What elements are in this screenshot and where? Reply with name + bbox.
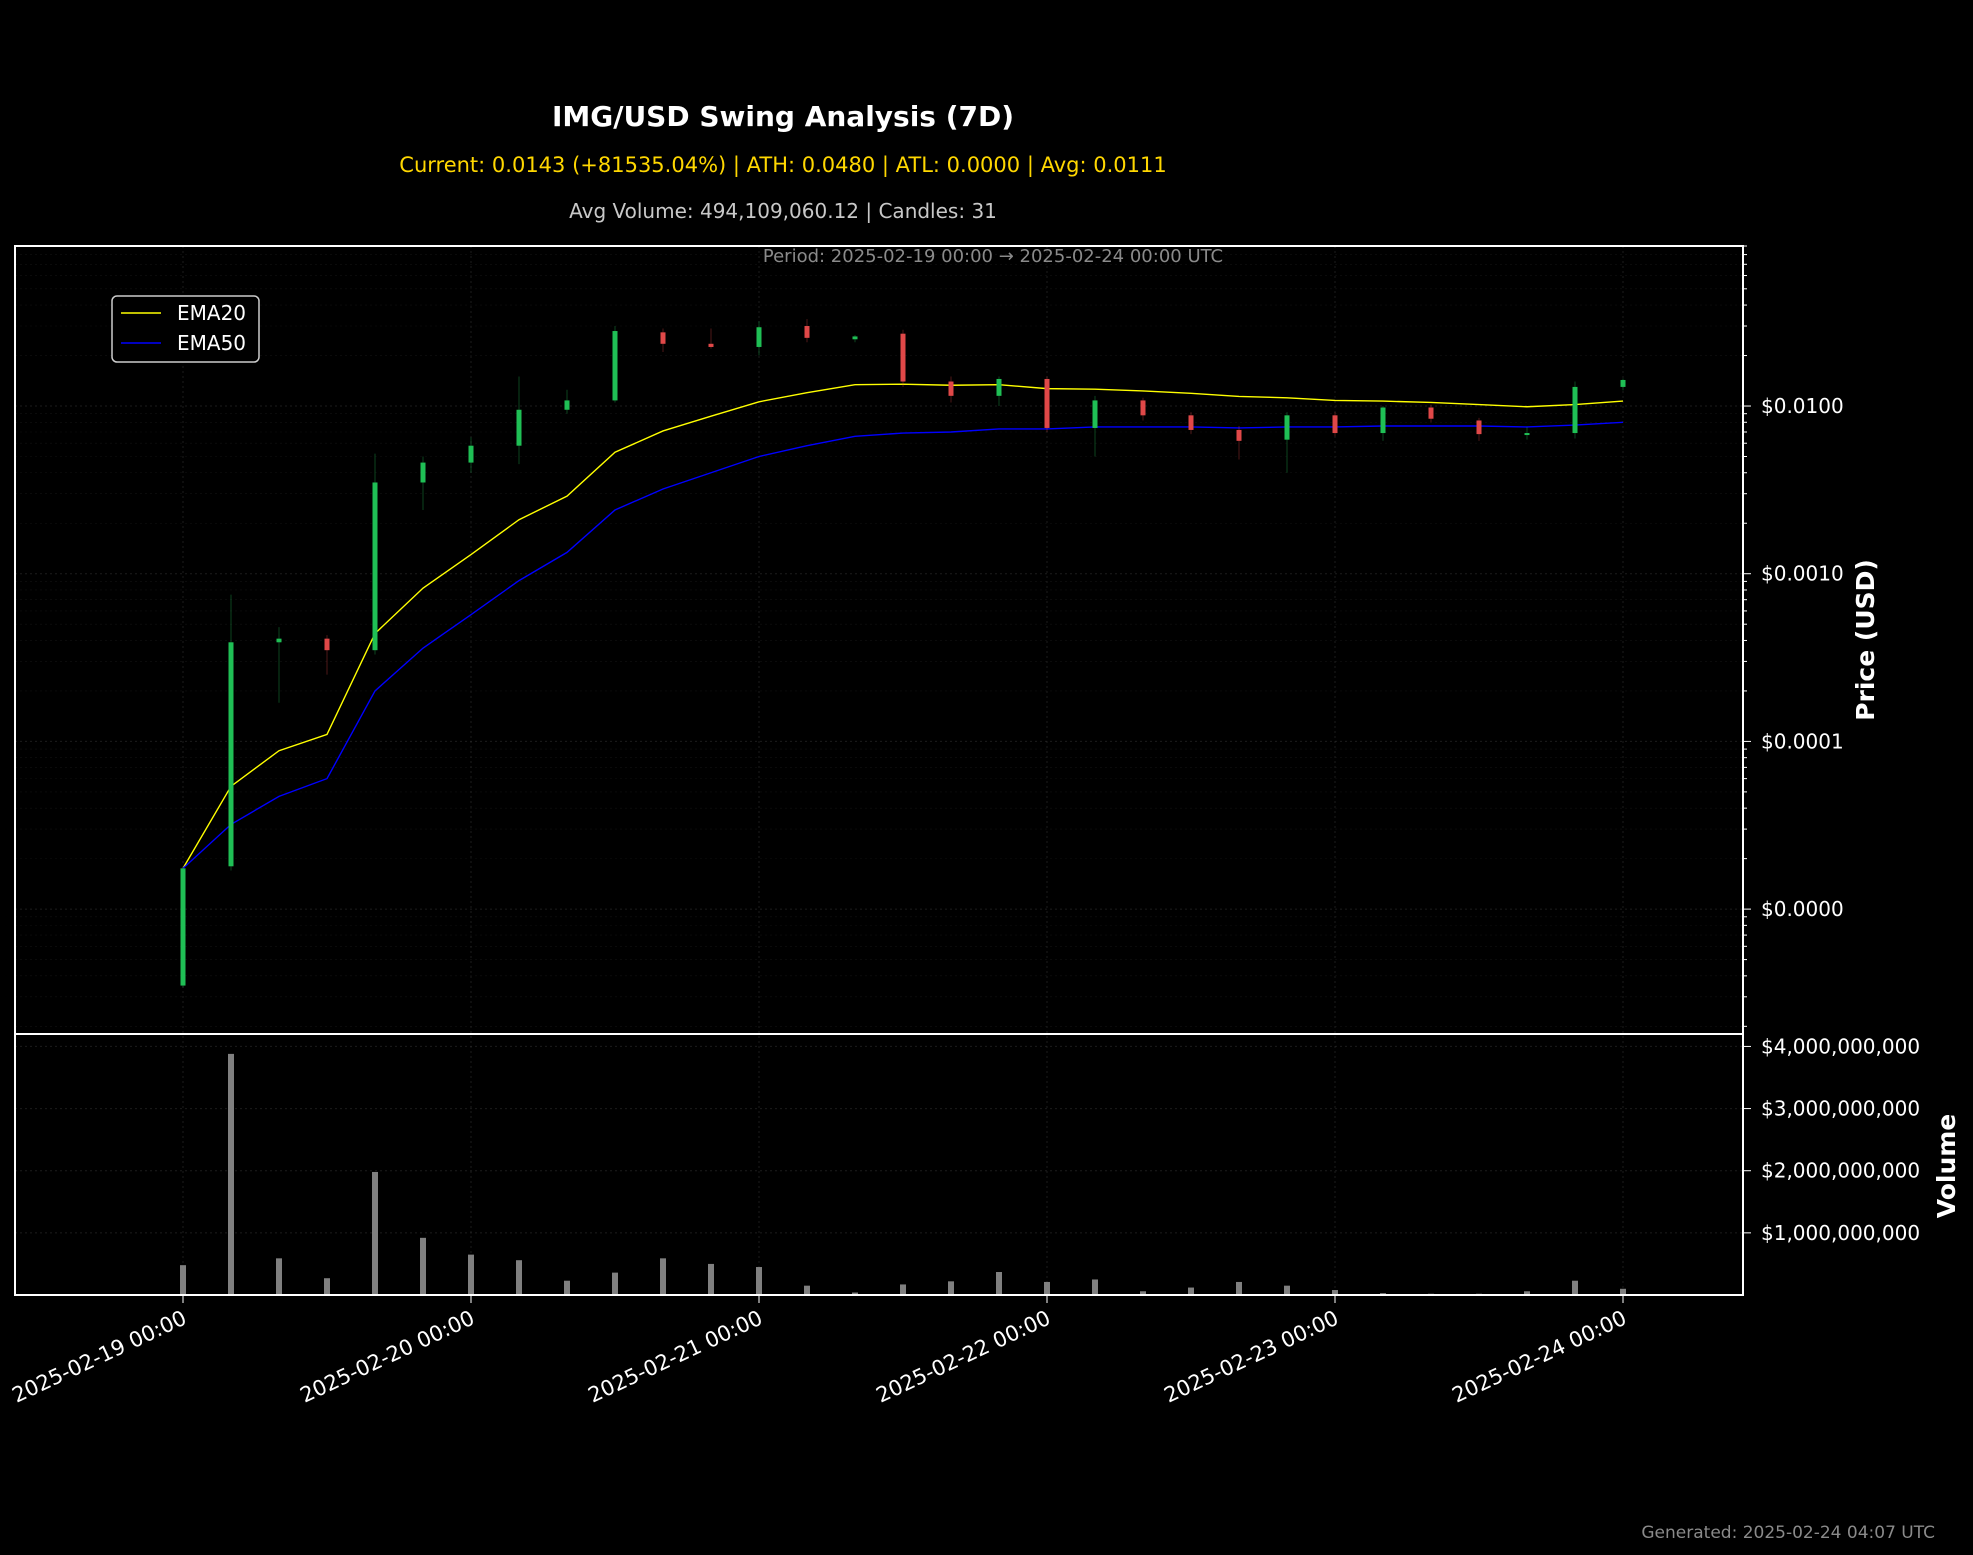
volume-axis: $1,000,000,000 $2,000,000,000 $3,000,000,0… [1743,1034,1920,1245]
volume-bars [180,1053,1626,1295]
candle-down [1188,415,1194,430]
chart-subtitle: Current: 0.0143 (+81535.04%) | ATH: 0.04… [399,153,1166,178]
candle-up [1524,433,1530,436]
candles [180,319,1626,988]
volume-bar [324,1278,330,1295]
volume-tick-label: $4,000,000,000 [1761,1034,1920,1058]
candle-down [324,638,330,651]
candle-up [612,331,618,401]
legend-label-ema20: EMA20 [177,301,246,325]
chart-stats: Avg Volume: 494,109,060.12 | Candles: 31 [569,199,997,223]
price-grid [15,245,1743,1027]
volume-bar [1092,1279,1098,1295]
volume-bar [372,1171,378,1295]
volume-bar [1188,1287,1194,1295]
price-tick-label: $0.0010 [1761,562,1844,586]
volume-bar [1236,1281,1242,1295]
candle-down [1140,400,1146,416]
candle-up [276,638,282,643]
volume-bar [1140,1291,1146,1295]
volume-bar [1284,1285,1290,1295]
volume-bar [468,1254,474,1295]
volume-tick-label: $3,000,000,000 [1761,1097,1920,1121]
candle-up [1572,386,1578,434]
legend: EMA20 EMA50 [111,295,260,363]
volume-bar [804,1285,810,1295]
candle-up [420,462,426,483]
volume-bar [228,1053,234,1295]
candle-up [1284,415,1290,440]
price-tick-label: $0.0001 [1761,729,1844,753]
candle-up [756,327,762,347]
candle-down [1044,378,1050,428]
candle-down [1332,415,1338,434]
volume-bar [564,1280,570,1295]
candle-down [804,326,810,338]
volume-bar [1572,1280,1578,1295]
volume-bar [708,1263,714,1295]
price-tick-label: $0.0100 [1761,394,1844,418]
volume-bar [612,1272,618,1295]
candle-up [1380,407,1386,434]
candle-down [660,332,666,344]
volume-bar [948,1281,954,1295]
candle-up [1620,379,1626,387]
candle-down [1428,407,1434,419]
volume-bar [1044,1281,1050,1295]
volume-bar [660,1258,666,1295]
candle-up [228,642,234,867]
candle-up [516,409,522,446]
candle-down [900,333,906,382]
candle-up [564,400,570,410]
volume-bar [756,1267,762,1295]
price-tick-label: $0.0000 [1761,897,1844,921]
candle-up [372,482,378,651]
generated-timestamp: Generated: 2025-02-24 04:07 UTC [1641,1523,1935,1543]
candle-down [1236,429,1242,441]
candle-up [1092,400,1098,428]
volume-grid [15,1045,1743,1234]
volume-bar [1620,1288,1626,1295]
candle-up [996,378,1002,396]
candle-down [948,381,954,396]
volume-tick-label: $1,000,000,000 [1761,1221,1920,1245]
period-label: Period: 2025-02-19 00:00 → 2025-02-24 00… [763,246,1223,267]
volume-bar [900,1284,906,1295]
chart-title: IMG/USD Swing Analysis (7D) [552,100,1014,133]
volume-panel-frame [14,1033,1744,1296]
volume-bar [1332,1290,1338,1295]
candle-up [180,868,186,986]
volume-bar [516,1260,522,1295]
candle-down [708,343,714,347]
volume-bar [996,1272,1002,1295]
candle-down [1476,420,1482,435]
volume-axis-label: Volume [1932,1114,1961,1219]
volume-bar [1524,1291,1530,1295]
volume-bar [276,1258,282,1295]
volume-bar [420,1237,426,1295]
price-axis-label: Price (USD) [1851,559,1880,721]
candle-up [468,445,474,463]
volume-tick-label: $2,000,000,000 [1761,1159,1920,1183]
candle-up [852,336,858,340]
volume-bar [180,1265,186,1295]
volume-bar [852,1292,858,1295]
legend-label-ema50: EMA50 [177,331,246,355]
ema20-line [182,383,1624,869]
price-axis: $0.0000 $0.0001 $0.0010 $0.0100 [1743,245,1844,1027]
